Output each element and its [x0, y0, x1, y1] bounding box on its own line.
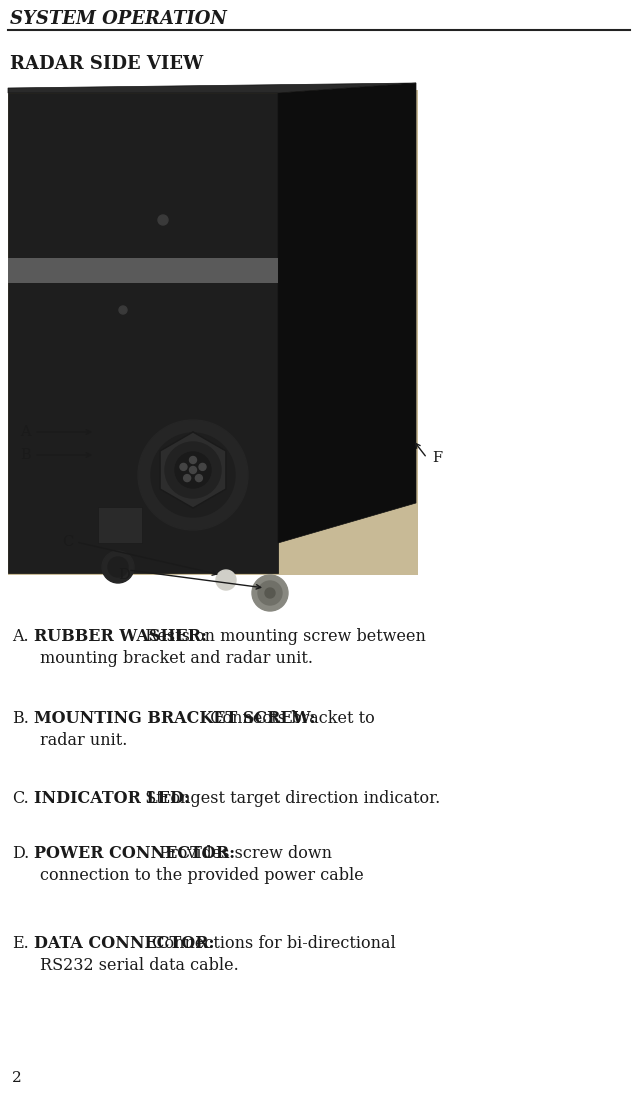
Text: Connects bracket to: Connects bracket to	[200, 710, 375, 727]
Text: F: F	[432, 451, 442, 465]
Polygon shape	[278, 83, 416, 543]
Text: RS232 serial data cable.: RS232 serial data cable.	[40, 957, 239, 974]
Circle shape	[158, 215, 168, 225]
Text: D: D	[118, 568, 130, 582]
Polygon shape	[8, 83, 416, 93]
Circle shape	[119, 306, 127, 314]
Text: radar unit.: radar unit.	[40, 732, 128, 749]
Circle shape	[180, 463, 187, 471]
Text: POWER CONNECTOR:: POWER CONNECTOR:	[34, 845, 235, 861]
Circle shape	[151, 433, 235, 518]
Text: INDICATOR LED:: INDICATOR LED:	[34, 790, 190, 807]
Circle shape	[195, 474, 202, 482]
Bar	[8, 90, 418, 575]
Text: C: C	[62, 535, 73, 549]
Text: Provides screw down: Provides screw down	[149, 845, 332, 861]
Text: Strongest target direction indicator.: Strongest target direction indicator.	[135, 790, 440, 807]
Circle shape	[252, 575, 288, 611]
Circle shape	[199, 463, 206, 471]
Text: RADAR SIDE VIEW: RADAR SIDE VIEW	[10, 55, 203, 73]
Circle shape	[189, 466, 197, 473]
Circle shape	[184, 474, 191, 482]
Text: B: B	[20, 449, 31, 462]
Circle shape	[108, 556, 128, 577]
Circle shape	[189, 456, 197, 463]
Circle shape	[180, 463, 187, 471]
Circle shape	[195, 474, 202, 482]
Circle shape	[165, 442, 221, 498]
Text: B.: B.	[12, 710, 29, 727]
Text: D.: D.	[12, 845, 29, 861]
Bar	[98, 508, 142, 543]
Text: Rests on mounting screw between: Rests on mounting screw between	[135, 628, 426, 646]
Circle shape	[199, 463, 206, 471]
Text: DATA CONNECTOR:: DATA CONNECTOR:	[34, 935, 214, 952]
Circle shape	[258, 581, 282, 605]
Polygon shape	[160, 432, 226, 508]
Circle shape	[184, 474, 191, 482]
Circle shape	[165, 442, 221, 498]
Bar	[8, 93, 278, 573]
Circle shape	[175, 452, 211, 487]
Circle shape	[216, 570, 236, 590]
Text: A: A	[20, 425, 31, 439]
Bar	[8, 258, 278, 283]
Circle shape	[175, 452, 211, 487]
Circle shape	[138, 420, 248, 530]
Text: RUBBER WASHER:: RUBBER WASHER:	[34, 628, 207, 646]
Circle shape	[102, 551, 134, 583]
Text: connection to the provided power cable: connection to the provided power cable	[40, 867, 364, 884]
Circle shape	[265, 588, 275, 598]
Text: mounting bracket and radar unit.: mounting bracket and radar unit.	[40, 650, 313, 667]
Polygon shape	[160, 432, 226, 508]
Circle shape	[189, 456, 197, 463]
Text: 2: 2	[12, 1071, 22, 1085]
Circle shape	[189, 466, 197, 473]
Text: E.: E.	[12, 935, 29, 952]
Text: A.: A.	[12, 628, 29, 646]
Text: C.: C.	[12, 790, 29, 807]
Text: SYSTEM OPERATION: SYSTEM OPERATION	[10, 10, 227, 28]
Text: MOUNTING BRACKET SCREW:: MOUNTING BRACKET SCREW:	[34, 710, 316, 727]
Text: Connections for bi-directional: Connections for bi-directional	[142, 935, 396, 952]
